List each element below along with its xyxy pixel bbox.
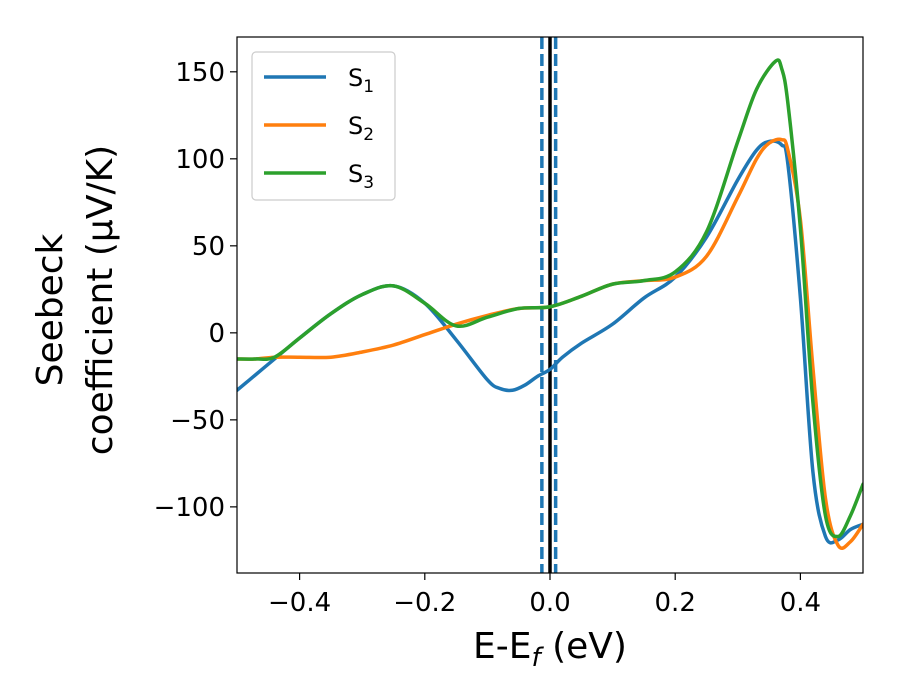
x-axis-label: E-Ef (eV) [473, 626, 627, 673]
x-tick-label: 0.0 [529, 588, 570, 618]
series-layer [237, 58, 863, 550]
y-axis-label-line2: coefficient (μV/K) [80, 145, 121, 455]
y-axis-ticks: −100 −50 0 50 100 150 [154, 58, 237, 523]
y-tick-label: 100 [175, 145, 225, 175]
y-tick-label: 50 [192, 232, 225, 262]
legend-label-s2: S2 [348, 112, 374, 145]
y-tick-label: −50 [170, 406, 225, 436]
legend-label-s1: S1 [348, 64, 374, 97]
legend-label-s3: S3 [348, 160, 374, 193]
x-tick-label: 0.2 [655, 588, 696, 618]
x-tick-label: 0.4 [780, 588, 821, 618]
x-axis-label-unit: (eV) [541, 626, 627, 667]
x-axis-ticks: −0.4 −0.2 0.0 0.2 0.4 [268, 573, 821, 618]
y-axis-label-line1: Seebeck [30, 233, 71, 386]
y-tick-label: 150 [175, 58, 225, 88]
y-tick-label: −100 [154, 493, 225, 523]
x-tick-label: −0.2 [393, 588, 456, 618]
series-line-s3 [237, 58, 863, 539]
x-tick-label: −0.4 [268, 588, 331, 618]
legend: S1 S2 S3 [251, 51, 396, 201]
y-tick-label: 0 [208, 319, 225, 349]
